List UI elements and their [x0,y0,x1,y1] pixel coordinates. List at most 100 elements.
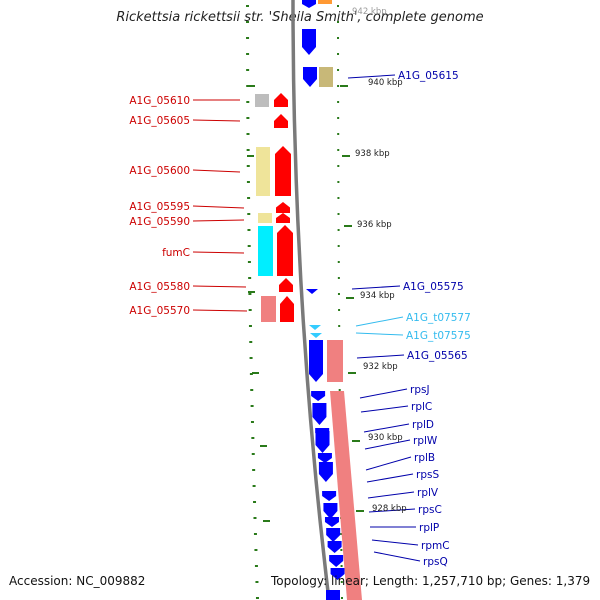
tick-right [337,245,340,247]
cog-box [258,213,272,223]
tick-left-outer [246,21,250,23]
tick-left-outer [252,469,256,471]
tick-right [337,85,340,87]
tick-left-outer [246,133,250,135]
gene-label-left: A1G_05580 [129,281,190,293]
tick-left-outer [254,565,258,567]
tick-right [338,389,341,391]
tick-right [340,597,343,599]
tick-left-outer [247,197,251,199]
tick-right [340,533,343,535]
tick-left-outer [253,501,257,503]
tick-right [337,277,340,279]
cds-arrow-ribosomal [329,555,344,567]
leader-line-right [355,332,404,336]
cog-box [319,67,333,87]
cds-arrow-ribosomal [318,462,333,482]
major-tick [346,297,354,299]
cds-arrow [302,29,316,55]
tick-left-outer [253,517,257,519]
cds-arrow-A1G_05590 [276,213,290,223]
tick-left-outer [246,101,250,103]
gene-label-right: A1G_t07577 [406,312,471,324]
gene-label-left: A1G_05605 [129,115,190,127]
cds-arrow-ribosomal [322,491,337,501]
cds-arrow-ribosomal [326,528,341,542]
cds-arrow-ribosomal [327,541,342,553]
cds-arrow-A1G_05600 [275,146,291,196]
cds-arrow-A1G_05570 [280,296,294,322]
major-tick [248,291,255,293]
gene-label-right: rplC [411,401,432,413]
position-kbp-label: 932 kbp [363,362,398,372]
cds-arrow-ribosomal [311,391,326,401]
tick-right [337,5,340,7]
cds-arrow-A1G_05605 [274,114,288,128]
cds-arrow-ribosomal [330,568,345,580]
tick-left-outer [246,53,250,55]
tick-left-outer [250,405,254,407]
tick-right [337,133,340,135]
tick-right [337,117,340,119]
tick-left-outer [249,357,253,359]
cds-arrow-A1G_05610 [274,93,288,107]
major-tick [348,372,356,374]
major-tick [252,372,259,374]
tick-left-outer [248,325,252,327]
tick-right [337,261,340,263]
cds-arrow-A1G_05565 [309,340,323,382]
leader-line-left [192,285,247,288]
tick-left-outer [253,533,257,535]
tick-right [337,69,340,71]
leader-line-right [359,388,408,399]
genome-summary-text: Topology: linear; Length: 1,257,710 bp; … [271,574,591,588]
tick-left-outer [246,37,250,39]
major-tick [344,225,352,227]
leader-line-left [192,309,248,312]
major-tick [260,445,267,447]
leader-line-left [192,169,241,173]
leader-line-left [192,205,245,209]
cds-arrow-A1G_05580 [279,278,293,292]
tick-left-outer [249,373,253,375]
position-kbp-label: 928 kbp [372,504,407,514]
tick-left-outer [248,309,252,311]
tick-left-outer [250,389,254,391]
tick-left-outer [246,149,250,151]
tick-left-outer [255,581,259,583]
tick-right [337,53,340,55]
leader-line-right [368,508,416,513]
leader-line-right [365,456,412,471]
leader-line-right [360,405,409,413]
major-tick [248,85,255,87]
tick-left-outer [254,549,258,551]
leader-line-right [347,74,396,79]
cds-arrow-ribosomal [323,503,338,519]
tick-right [340,565,343,567]
tick-right [340,581,343,583]
tick-left-outer [252,485,256,487]
leader-line-right [351,285,401,290]
tick-right [338,309,341,311]
major-tick [342,155,350,157]
tick-right [337,165,340,167]
tick-right [337,21,340,23]
gene-label-left: A1G_05595 [129,201,190,213]
cds-arrow-ribosomal [315,431,330,453]
tick-left-outer [247,213,251,215]
tick-left-outer [247,261,251,263]
gene-label-right: A1G_t07575 [406,330,471,342]
position-kbp-label: 942 kbp [352,7,387,17]
tick-right [340,549,343,551]
gene-label-right: rpsC [418,504,442,516]
tick-left-outer [250,421,254,423]
cog-box-ribosomal-operon [330,391,362,600]
gene-label-right: rplD [412,419,434,431]
tick-left-outer [247,245,251,247]
tick-right [337,229,340,231]
gene-label-right: rpsJ [410,384,430,396]
gene-label-right: rpsQ [423,556,448,568]
leader-line-right [367,491,415,499]
leader-line-right [356,354,405,359]
